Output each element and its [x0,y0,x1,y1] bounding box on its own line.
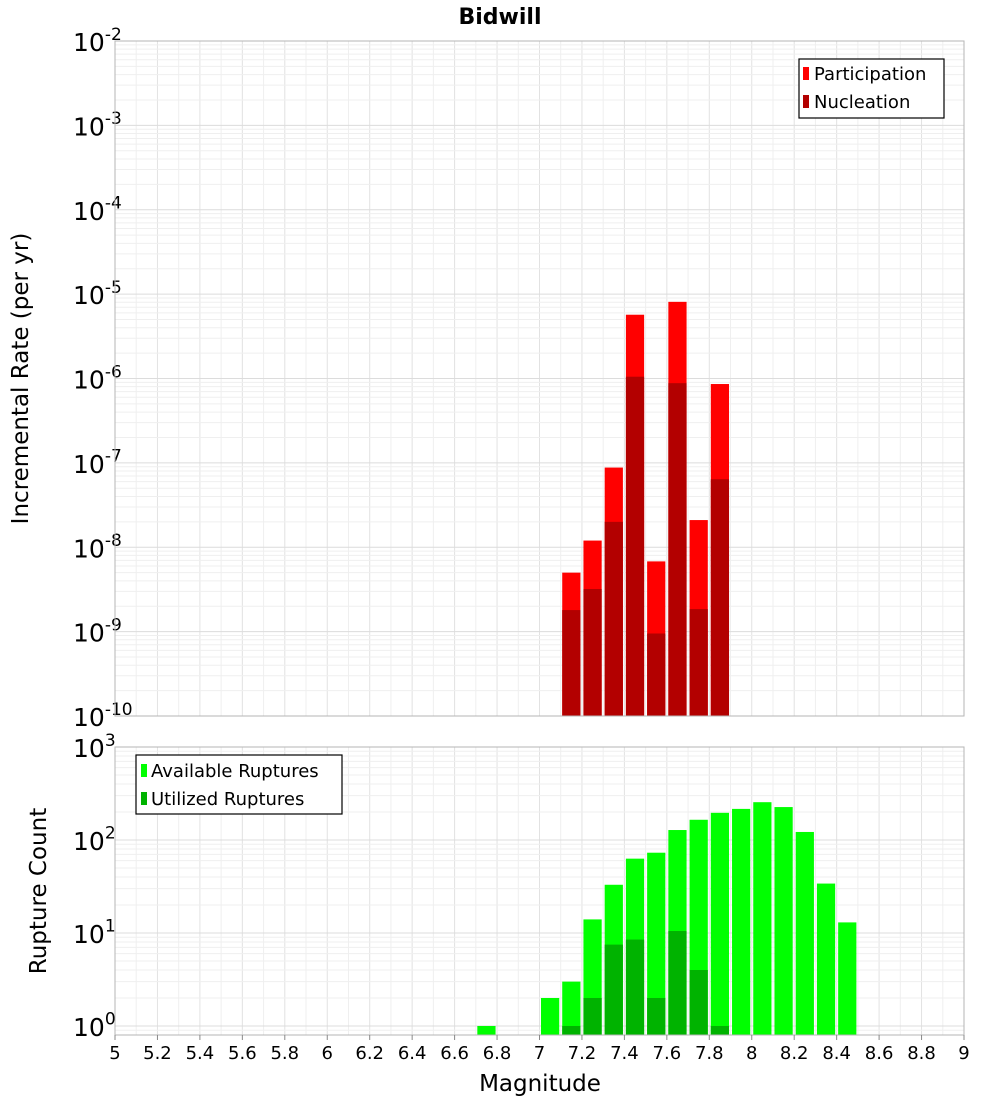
bar-nucleation-7.75 [689,609,708,716]
x-tick-label: 5 [109,1043,120,1064]
bar-available-ruptures-8.45 [838,922,857,1035]
bar-available-ruptures-7.55 [647,852,666,1035]
top-ytick-label: 10-4 [73,194,122,226]
bar-available-ruptures-8.05 [753,802,772,1035]
legend-swatch-nucleation [803,95,809,108]
bar-nucleation-7.15 [562,610,581,716]
bottom-ytick-label: 103 [73,731,116,763]
x-tick-label: 6 [322,1043,333,1064]
x-tick-label: 6.4 [398,1043,427,1064]
top-ytick-label: 10-7 [73,447,122,479]
bar-utilized-ruptures-7.35 [604,944,623,1035]
x-tick-label: 9 [958,1043,969,1064]
top-plot-border [114,40,965,717]
legend-swatch-utilized-ruptures [141,792,147,805]
top-ytick-label: 10-2 [73,25,122,57]
bottom-ytick-label: 100 [73,1010,116,1042]
bar-available-ruptures-6.75 [477,1025,496,1035]
bar-available-ruptures-7.95 [732,808,751,1035]
bar-utilized-ruptures-7.45 [625,939,645,1035]
y-axis-label-bottom: Rupture Count [26,808,52,974]
legend-label-utilized-ruptures: Utilized Ruptures [151,789,304,810]
bar-nucleation-7.45 [625,376,645,716]
bar-available-ruptures-7.05 [541,997,560,1035]
bar-nucleation-7.25 [583,589,602,716]
bar-utilized-ruptures-7.55 [647,997,666,1035]
bar-available-ruptures-7.85 [710,812,730,1035]
x-tick-label: 7 [534,1043,545,1064]
bar-available-ruptures-7.15 [562,981,581,1035]
bottom-ytick-label: 101 [73,917,116,949]
x-tick-label: 8.4 [822,1043,851,1064]
top-ytick-label: 10-10 [73,700,133,732]
top-ytick-label: 10-6 [73,362,122,394]
bar-nucleation-7.65 [668,383,687,716]
bar-nucleation-7.55 [647,633,666,716]
legend-label-nucleation: Nucleation [814,92,910,113]
bar-utilized-ruptures-7.15 [562,1025,581,1035]
x-tick-label: 7.6 [653,1043,682,1064]
bar-utilized-ruptures-7.75 [689,969,708,1035]
bar-available-ruptures-8.35 [816,883,836,1035]
chart-title: Bidwill [458,5,541,30]
bar-available-ruptures-8.15 [774,807,793,1035]
legend-label-available-ruptures: Available Ruptures [151,761,319,782]
x-tick-label: 5.4 [186,1043,215,1064]
x-tick-label: 8.2 [780,1043,809,1064]
x-axis-label: Magnitude [479,1071,601,1097]
bar-utilized-ruptures-7.65 [668,931,687,1035]
x-tick-label: 8.8 [907,1043,936,1064]
x-tick-label: 5.8 [270,1043,299,1064]
x-tick-label: 6.2 [355,1043,384,1064]
top-ytick-label: 10-8 [73,531,122,563]
x-tick-label: 6.6 [440,1043,469,1064]
x-tick-label: 7.8 [695,1043,724,1064]
top-ytick-label: 10-3 [73,109,122,141]
legend-top [798,58,945,119]
x-tick-label: 6.8 [483,1043,512,1064]
bar-utilized-ruptures-7.85 [710,1025,730,1035]
x-tick-label: 7.2 [568,1043,597,1064]
top-ytick-label: 10-5 [73,278,122,310]
x-tick-label: 8 [746,1043,757,1064]
bar-available-ruptures-8.25 [795,831,814,1035]
top-ytick-label: 10-9 [73,615,122,647]
y-axis-label-top: Incremental Rate (per yr) [8,233,34,525]
legend-swatch-available-ruptures [141,764,147,777]
legend-label-participation: Participation [814,64,926,85]
x-tick-label: 7.4 [610,1043,639,1064]
legend-swatch-participation [803,67,809,80]
legend-bottom [135,754,343,815]
bar-nucleation-7.85 [710,479,730,716]
bar-nucleation-7.35 [604,521,623,716]
x-tick-label: 5.6 [228,1043,257,1064]
bottom-ytick-label: 102 [73,824,116,856]
x-tick-label: 5.2 [143,1043,172,1064]
x-tick-label: 8.6 [865,1043,894,1064]
bar-utilized-ruptures-7.25 [583,997,602,1035]
